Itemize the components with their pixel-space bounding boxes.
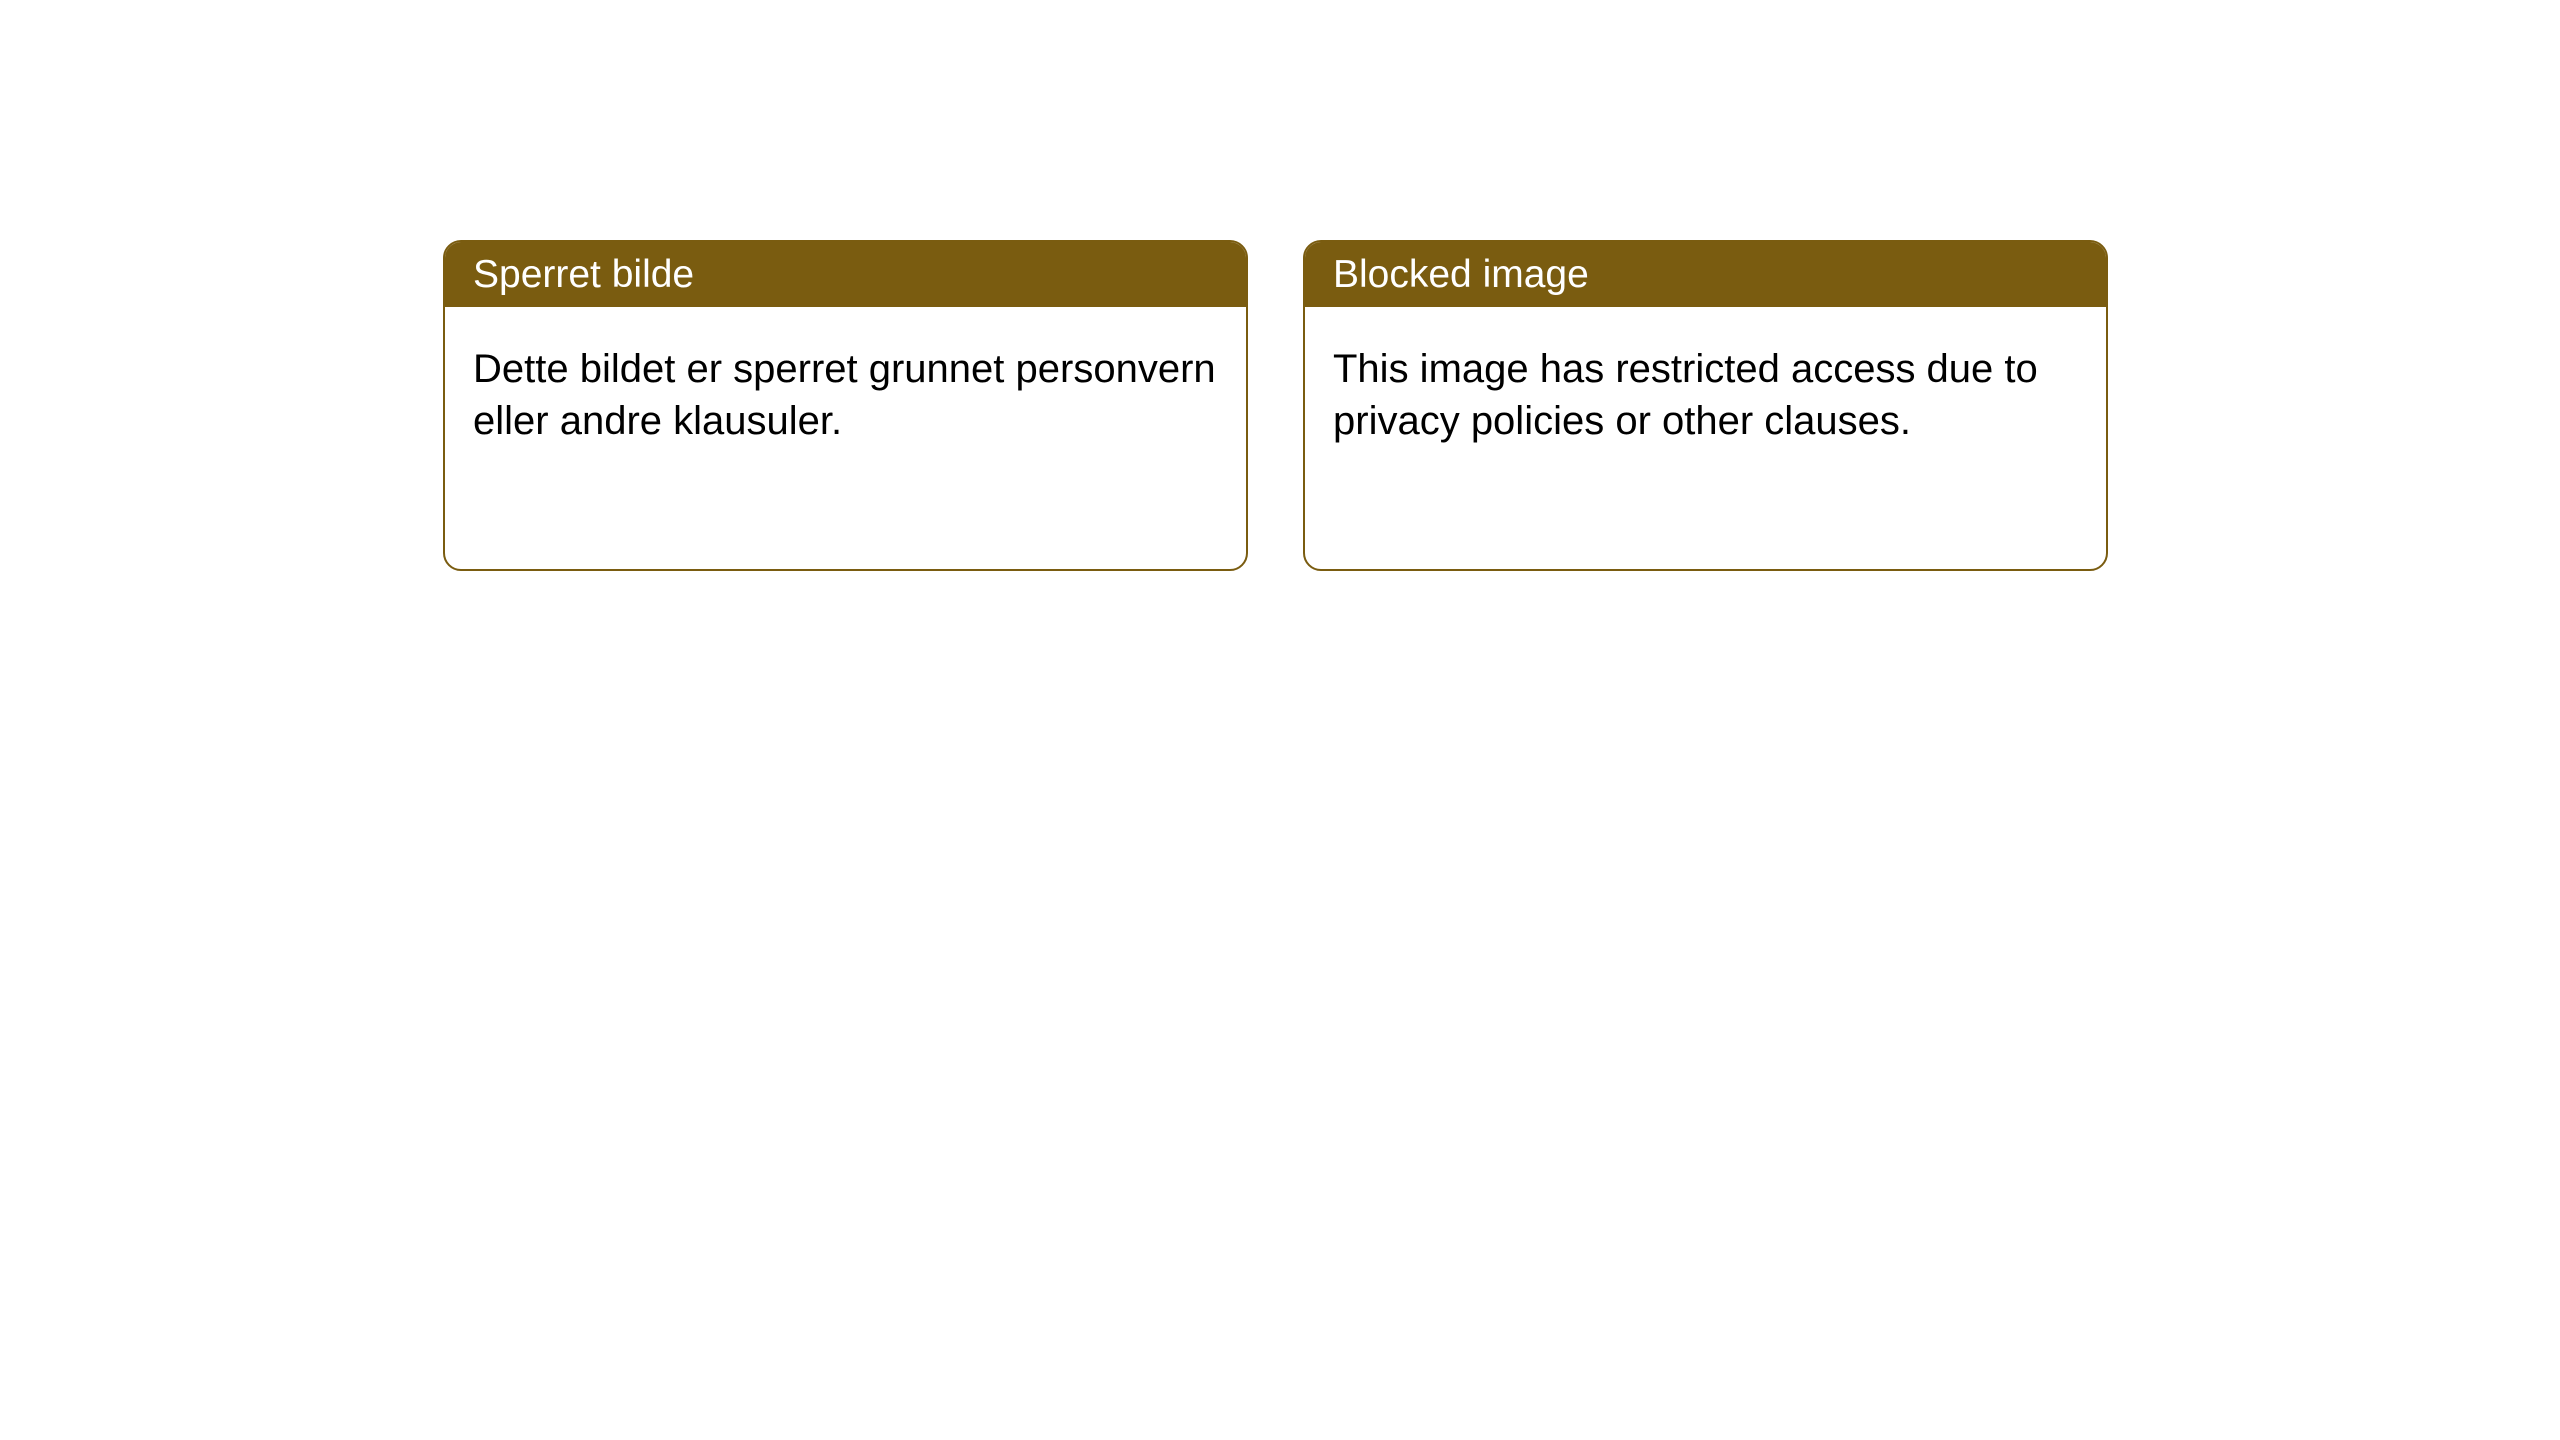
info-card-norwegian: Sperret bilde Dette bildet er sperret gr… bbox=[443, 240, 1248, 571]
card-message: Dette bildet er sperret grunnet personve… bbox=[445, 307, 1246, 569]
card-message: This image has restricted access due to … bbox=[1305, 307, 2106, 569]
info-cards-row: Sperret bilde Dette bildet er sperret gr… bbox=[443, 240, 2108, 571]
card-title: Sperret bilde bbox=[445, 242, 1246, 307]
info-card-english: Blocked image This image has restricted … bbox=[1303, 240, 2108, 571]
card-title: Blocked image bbox=[1305, 242, 2106, 307]
